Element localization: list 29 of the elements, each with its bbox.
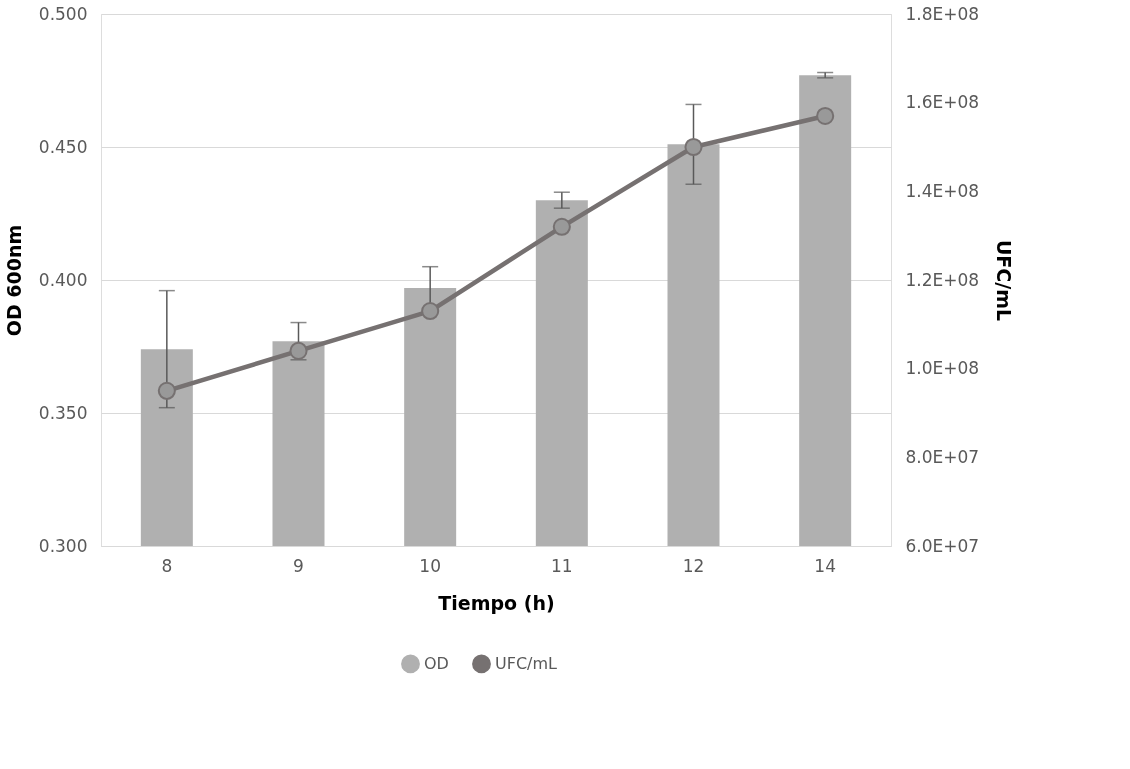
y-tick-label: 0.350 xyxy=(38,402,88,423)
y2-tick-label: 1.0E+08 xyxy=(905,358,980,379)
y2-tick-label: 6.0E+07 xyxy=(905,535,980,556)
point xyxy=(157,381,176,400)
point xyxy=(684,137,703,157)
point xyxy=(289,341,308,360)
y2-tick-label: 1.6E+08 xyxy=(905,92,980,113)
y-tick-label: 0.450 xyxy=(38,136,88,157)
legend-label: UFC/mL xyxy=(495,653,558,673)
y2-tick-label: 1.8E+08 xyxy=(905,3,980,24)
x-tick-label: 11 xyxy=(551,555,573,576)
x-tick-label: 14 xyxy=(814,555,836,576)
point xyxy=(421,301,440,321)
x-tick-label: 8 xyxy=(161,555,173,576)
y2-tick-label: 1.2E+08 xyxy=(905,269,980,290)
y-tick-label: 0.500 xyxy=(38,3,88,24)
x-tick-label: 12 xyxy=(682,555,705,576)
y2-tick-label: 1.4E+08 xyxy=(905,180,980,201)
y-axis-title: OD 600nm xyxy=(2,224,25,337)
y2-axis-title: UFC/mL xyxy=(993,239,1016,322)
x-tick-label: 10 xyxy=(419,555,441,576)
y-tick-label: 0.400 xyxy=(38,269,88,290)
y2-tick-label: 8.0E+07 xyxy=(905,446,980,467)
point xyxy=(816,106,835,126)
point xyxy=(552,217,571,236)
x-tick-label: 9 xyxy=(293,555,304,576)
legend-label: OD xyxy=(424,653,449,673)
y-tick-label: 0.300 xyxy=(38,535,88,556)
x-axis-title: Tiempo (h) xyxy=(438,591,555,614)
